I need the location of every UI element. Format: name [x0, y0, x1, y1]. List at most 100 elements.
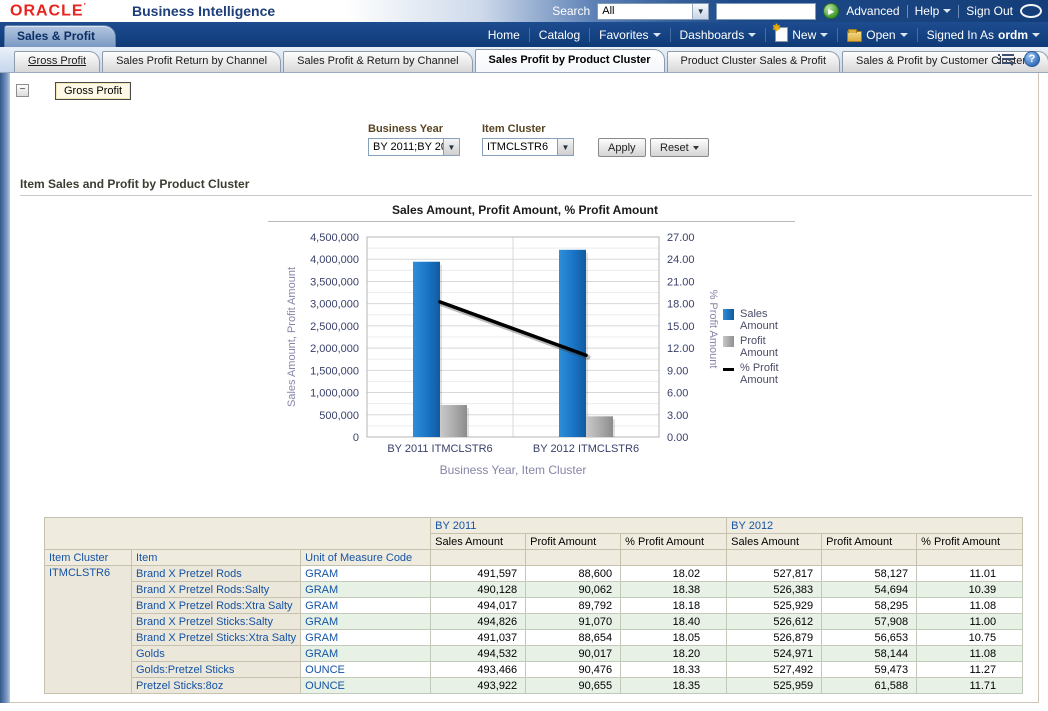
item-cell[interactable]: Pretzel Sticks:8oz — [132, 678, 301, 694]
chevron-down-icon — [820, 33, 828, 37]
item-cell[interactable]: Golds:Pretzel Sticks — [132, 662, 301, 678]
uom-cell[interactable]: GRAM — [301, 582, 431, 598]
item-cell[interactable]: Brand X Pretzel Rods — [132, 566, 301, 582]
bar-sales-amount-1[interactable] — [413, 262, 440, 437]
value-cell: 18.35 — [621, 678, 727, 694]
chevron-down-icon[interactable]: ▼ — [692, 4, 708, 19]
x-axis-title: Business Year, Item Cluster — [440, 463, 587, 477]
search-input[interactable] — [716, 3, 816, 20]
value-cell: 11.08 — [917, 598, 1023, 614]
right-axis-tick: 9.00 — [667, 365, 688, 377]
dimension-header-unit-of-measure-code[interactable]: Unit of Measure Code — [301, 550, 431, 566]
search-go-icon[interactable]: ▶ — [823, 3, 839, 19]
value-cell: 526,879 — [727, 630, 822, 646]
page-tab-product-cluster-sales-profit[interactable]: Product Cluster Sales & Profit — [667, 51, 841, 72]
page-options-icon[interactable] — [998, 53, 1015, 66]
left-axis-tick: 2,500,000 — [310, 321, 359, 333]
page-tab-sales-profit-and-return-by-channel[interactable]: Sales Profit & Return by Channel — [283, 51, 472, 72]
business-year-select[interactable]: BY 2011;BY 2012▼ — [368, 138, 460, 156]
nav-catalog[interactable]: Catalog — [539, 28, 580, 42]
uom-cell[interactable]: GRAM — [301, 598, 431, 614]
value-cell: 90,476 — [526, 662, 621, 678]
value-cell: 526,383 — [727, 582, 822, 598]
chevron-down-icon[interactable]: ▼ — [557, 139, 573, 155]
right-axis-tick: 12.00 — [667, 343, 695, 355]
value-cell: 11.08 — [917, 646, 1023, 662]
nav-new[interactable]: New — [775, 27, 828, 42]
collapse-section-button[interactable]: − — [16, 84, 29, 97]
column-group-by-2012: BY 2012 — [727, 518, 1023, 534]
separator — [765, 28, 766, 42]
oracle-logo: ORACLE’ — [10, 2, 87, 20]
table-row: Pretzel Sticks:8ozOUNCE493,92290,65518.3… — [45, 678, 1023, 694]
item-cell[interactable]: Golds — [132, 646, 301, 662]
right-axis-tick: 21.00 — [667, 276, 695, 288]
nav-home[interactable]: Home — [488, 28, 520, 42]
uom-cell[interactable]: GRAM — [301, 614, 431, 630]
bar-profit-amount-1[interactable] — [440, 405, 467, 437]
item-cell[interactable]: Brand X Pretzel Sticks:Xtra Salty — [132, 630, 301, 646]
combo-chart: Sales Amount, Profit Amount, % Profit Am… — [245, 203, 805, 220]
value-cell: 491,037 — [431, 630, 526, 646]
corner-blank — [45, 518, 431, 550]
right-axis-tick: 27.00 — [667, 232, 695, 244]
measure-header: % Profit Amount — [621, 534, 727, 550]
left-axis-tick: 1,000,000 — [310, 388, 359, 400]
apply-button[interactable]: Apply — [598, 138, 646, 157]
search-scope-select[interactable]: All ▼ — [597, 3, 709, 20]
bar-profit-amount-2[interactable] — [586, 416, 613, 437]
right-axis-tick: 6.00 — [667, 388, 688, 400]
dashboard-tab-sales-profit[interactable]: Sales & Profit — [4, 25, 116, 47]
help-menu[interactable]: Help — [915, 4, 952, 18]
uom-cell[interactable]: GRAM — [301, 646, 431, 662]
table-row: Brand X Pretzel Rods:SaltyGRAM490,12890,… — [45, 582, 1023, 598]
uom-cell[interactable]: OUNCE — [301, 662, 431, 678]
category-label: BY 2011 ITMCLSTR6 — [387, 443, 492, 455]
chart-legend: Sales AmountProfit Amount% Profit Amount — [723, 308, 801, 389]
search-scope-value: All — [598, 5, 692, 17]
global-navbar: Home Catalog Favorites Dashboards New Op… — [0, 22, 1048, 47]
square-swatch-icon — [723, 309, 734, 320]
value-cell: 11.71 — [917, 678, 1023, 694]
item-cluster-value: ITMCLSTR6 — [483, 141, 557, 153]
oracle-ring-icon — [1020, 4, 1042, 18]
chart-plot[interactable]: 0500,0001,000,0001,500,0002,000,0002,500… — [255, 225, 725, 483]
reset-button[interactable]: Reset — [650, 138, 709, 157]
value-cell: 59,473 — [822, 662, 917, 678]
page-tab-sales-profit-by-product-cluster[interactable]: Sales Profit by Product Cluster — [475, 49, 665, 72]
value-cell: 18.33 — [621, 662, 727, 678]
right-axis-tick: 24.00 — [667, 254, 695, 266]
item-cell[interactable]: Brand X Pretzel Rods:Salty — [132, 582, 301, 598]
table-row: GoldsGRAM494,53290,01718.20524,97158,144… — [45, 646, 1023, 662]
chevron-down-icon — [900, 33, 908, 37]
dimension-header-item-cluster[interactable]: Item Cluster — [45, 550, 132, 566]
value-cell: 91,070 — [526, 614, 621, 630]
dashboard-canvas: − Gross Profit Business Year Item Cluste… — [10, 73, 1039, 703]
advanced-link[interactable]: Advanced — [846, 4, 899, 18]
view-selector-gross-profit[interactable]: Gross Profit — [55, 82, 131, 100]
column-group-by-2011: BY 2011 — [431, 518, 727, 534]
nav-favorites[interactable]: Favorites — [599, 28, 660, 42]
nav-dashboards[interactable]: Dashboards — [680, 28, 757, 42]
bar-sales-amount-2[interactable] — [559, 250, 586, 437]
value-cell: 494,532 — [431, 646, 526, 662]
uom-cell[interactable]: OUNCE — [301, 678, 431, 694]
item-cluster-cell[interactable]: ITMCLSTR6 — [45, 566, 132, 694]
dimension-header-item[interactable]: Item — [132, 550, 301, 566]
signed-in-menu[interactable]: Signed In Asordm — [927, 28, 1040, 42]
item-cell[interactable]: Brand X Pretzel Rods:Xtra Salty — [132, 598, 301, 614]
page-tab-gross-profit[interactable]: Gross Profit — [14, 51, 100, 72]
right-axis-tick: 3.00 — [667, 410, 688, 422]
blank-header-cell — [431, 550, 526, 566]
item-cell[interactable]: Brand X Pretzel Sticks:Salty — [132, 614, 301, 630]
uom-cell[interactable]: GRAM — [301, 566, 431, 582]
sign-out-link[interactable]: Sign Out — [966, 4, 1013, 18]
uom-cell[interactable]: GRAM — [301, 630, 431, 646]
nav-open[interactable]: Open — [847, 28, 907, 42]
divider — [20, 195, 1032, 196]
help-icon[interactable]: ? — [1024, 51, 1040, 67]
value-cell: 58,144 — [822, 646, 917, 662]
chevron-down-icon[interactable]: ▼ — [443, 139, 459, 155]
page-tab-sales-profit-return-by-channel[interactable]: Sales Profit Return by Channel — [102, 51, 281, 72]
item-cluster-select[interactable]: ITMCLSTR6▼ — [482, 138, 574, 156]
